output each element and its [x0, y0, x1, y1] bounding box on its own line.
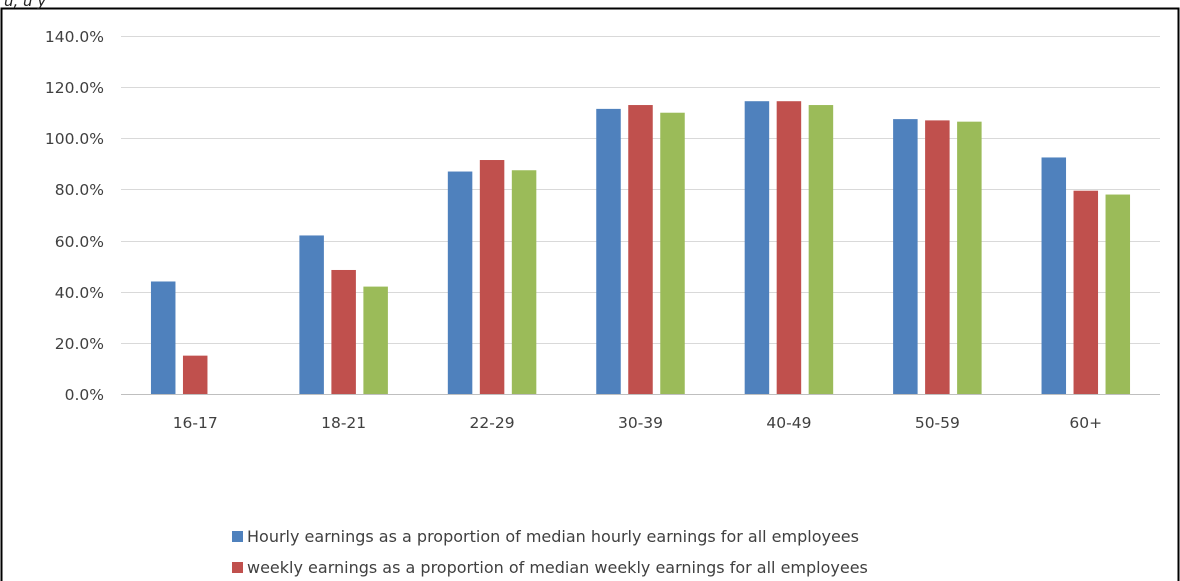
bar	[511, 170, 537, 394]
x-tick-label: 50-59	[915, 414, 960, 432]
bar	[660, 112, 685, 394]
bar	[808, 105, 834, 395]
bar	[1105, 194, 1131, 394]
y-tick-label: 120.0%	[45, 79, 104, 97]
y-tick-label: 60.0%	[55, 233, 104, 251]
partial-top-text: u, u y	[4, 0, 47, 10]
legend-swatch	[232, 562, 243, 573]
x-tick-label: 30-39	[618, 414, 663, 432]
y-tick-label: 80.0%	[55, 181, 104, 199]
bar	[182, 355, 208, 394]
y-tick-label: 20.0%	[55, 335, 104, 353]
bars	[150, 101, 1131, 395]
x-tick-label: 60+	[1069, 414, 1102, 432]
bar	[776, 101, 802, 394]
x-tick-label: 18-21	[321, 414, 366, 432]
x-axis-ticks: 16-17 18-21 22-29 30-39 40-49 50-59 60+	[173, 414, 1102, 432]
bar	[628, 105, 653, 395]
bar	[957, 121, 982, 395]
bar	[479, 160, 505, 394]
bar	[925, 120, 950, 394]
bar	[596, 108, 621, 394]
legend-label: Hourly earnings as a proportion of media…	[247, 527, 859, 546]
bar	[893, 119, 918, 394]
y-tick-label: 0.0%	[65, 386, 104, 404]
chart-border	[0, 7, 1180, 581]
bar	[1073, 190, 1099, 394]
bar	[299, 235, 324, 394]
legend-label: weekly earnings as a proportion of media…	[247, 558, 868, 577]
bar	[150, 281, 176, 394]
y-axis-ticks: 0.0% 20.0% 40.0% 60.0% 80.0% 100.0% 120.0% 140.…	[45, 28, 104, 404]
bar	[331, 269, 356, 394]
y-tick-label: 140.0%	[45, 28, 104, 46]
bar	[744, 101, 770, 394]
legend: Hourly earnings as a proportion of media…	[232, 527, 868, 577]
x-tick-label: 16-17	[173, 414, 218, 432]
bar	[363, 286, 388, 394]
legend-swatch	[232, 531, 243, 542]
y-tick-label: 100.0%	[45, 130, 104, 148]
x-tick-label: 22-29	[470, 414, 515, 432]
bar	[1041, 157, 1067, 394]
y-tick-label: 40.0%	[55, 284, 104, 302]
x-tick-label: 40-49	[766, 414, 811, 432]
bar	[447, 171, 473, 394]
